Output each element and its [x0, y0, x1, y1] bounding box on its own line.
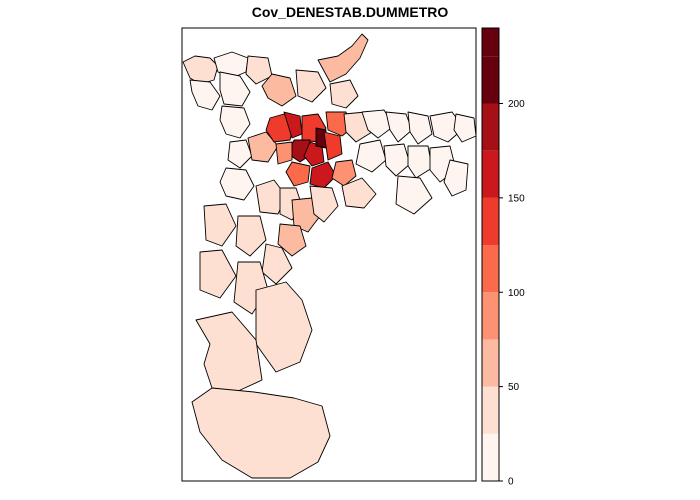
district-east-2	[361, 109, 395, 139]
district-east-12	[395, 175, 433, 215]
legend-swatch	[482, 386, 499, 434]
district-center-9	[309, 161, 337, 189]
legend-swatch	[482, 292, 499, 340]
legend-tick-label: 200	[508, 99, 525, 110]
district-center-8	[285, 161, 311, 187]
district-east-8	[383, 143, 411, 177]
legend-tick-label: 50	[508, 382, 520, 393]
district-east-6	[453, 113, 477, 143]
legend-swatch	[482, 103, 499, 151]
district-sw-6	[309, 185, 339, 223]
district-south-4	[199, 249, 237, 299]
district-west-3	[247, 131, 279, 163]
color-legend: 0 50 100 150 200	[481, 27, 525, 488]
map-frame	[181, 27, 477, 482]
legend-swatch	[482, 56, 499, 104]
district-nw-1	[182, 55, 219, 85]
district-sw-1	[219, 167, 255, 201]
district-nw-3	[189, 79, 221, 111]
district-west-2	[227, 139, 253, 169]
district-center-10	[275, 141, 293, 165]
district-east-9	[407, 145, 433, 179]
district-east-11	[443, 159, 469, 197]
legend-swatch	[482, 245, 499, 293]
legend-tick-label: 0	[508, 477, 514, 488]
legend-swatch	[482, 433, 499, 481]
district-east-4	[407, 111, 433, 145]
map-title: Cov_DENESTAB.DUMMETRO	[252, 4, 449, 20]
legend-swatch	[482, 197, 499, 246]
district-south-1	[203, 203, 237, 247]
district-far-south-2	[191, 387, 331, 479]
district-south-6	[255, 281, 313, 373]
district-north-5	[329, 79, 359, 109]
district-far-south-1	[195, 311, 263, 393]
legend-swatch	[482, 150, 499, 198]
district-south-2	[235, 215, 267, 257]
legend-tick-label: 150	[508, 193, 525, 204]
district-west-1	[219, 105, 251, 139]
district-north-4	[317, 33, 369, 83]
district-east-13	[341, 177, 377, 209]
district-center-7	[323, 131, 343, 161]
district-sw-5	[277, 223, 307, 257]
district-east-7	[355, 139, 387, 173]
district-south-3	[261, 243, 293, 285]
choropleth-map	[182, 33, 477, 479]
legend-swatch	[482, 339, 499, 387]
legend-tick-label: 100	[508, 288, 525, 299]
district-north-1	[245, 55, 273, 85]
district-center-12	[331, 159, 357, 187]
district-east-3	[385, 111, 413, 143]
district-north-3	[295, 69, 327, 103]
legend-swatch	[482, 28, 499, 57]
district-nw-4	[219, 71, 251, 107]
district-north-2	[261, 73, 297, 107]
legend-frame	[481, 27, 500, 482]
